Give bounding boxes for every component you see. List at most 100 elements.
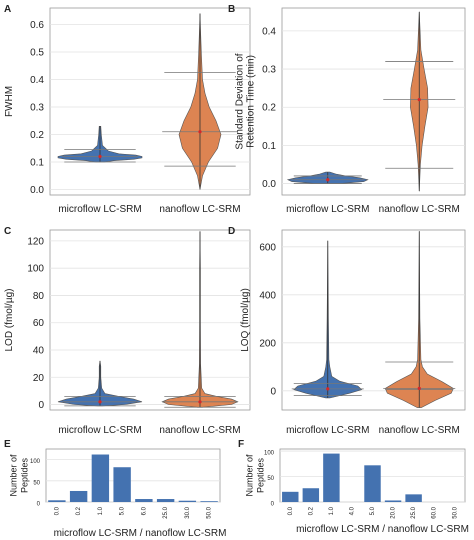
panel-d-y-tick-label: 200 <box>259 338 276 349</box>
panel-a-letter: A <box>4 4 11 15</box>
panel-c-y-tick-label: 0 <box>38 400 44 411</box>
panel-c-y-tick-label: 120 <box>27 236 44 247</box>
panel-d-median-point <box>326 387 330 391</box>
panel-e-x-tick-label: 25.0 <box>163 506 169 518</box>
panel-c-y-tick-label: 60 <box>33 318 45 329</box>
panel-e-bar <box>156 499 175 502</box>
panel-a: A 0.0 0.1 0.2 0.3 0.4 0.5 0.6 FWHM microflow LC-S… <box>4 4 251 215</box>
panel-c-letter: C <box>4 226 11 237</box>
panel-f-bar <box>384 500 402 502</box>
panel-c-x-tick-label: microflow LC-SRM <box>58 425 141 436</box>
panel-b: B 0.0 0.1 0.2 0.3 0.4 Standard Deviation ofRet… <box>228 4 466 215</box>
panel-a-y-tick-label: 0.1 <box>30 158 44 169</box>
panel-f-x-tick-label: 0.0 <box>288 506 294 515</box>
panel-c-y-tick-label: 100 <box>27 264 44 275</box>
panel-e-bar <box>48 500 66 502</box>
panel-a-median-point <box>198 130 202 134</box>
panel-d-x-tick-label: nanoflow LC-SRM <box>379 425 460 436</box>
panel-c-plot-area <box>49 229 251 411</box>
panel-c-y-axis-label: LOD (fmol/µg) <box>4 289 15 352</box>
panel-c: C 0 20 40 60 80 100 120 LOD (fmol/µg) microflow L… <box>4 226 251 436</box>
panel-f-x-tick-label: 5.0 <box>370 506 376 515</box>
panel-e-x-tick-label: 30.0 <box>185 506 191 518</box>
panel-b-y-tick-label: 0.3 <box>262 65 276 76</box>
panel-e-y-tick-label: 0 <box>37 502 41 508</box>
panel-b-x-tick-label: microflow LC-SRM <box>286 204 369 215</box>
panel-f-x-tick-label: 25.0 <box>411 506 417 518</box>
panel-b-plot-area <box>281 7 466 196</box>
panel-b-median-point <box>417 97 421 102</box>
panel-b-letter: B <box>228 4 235 15</box>
panel-e-x-tick-label: 6.0 <box>141 506 147 515</box>
panel-a-x-tick-label: microflow LC-SRM <box>58 204 141 215</box>
panel-b-y-tick-label: 0.2 <box>262 103 276 114</box>
panel-e-letter: E <box>4 439 11 450</box>
panel-a-median-point <box>98 154 102 159</box>
panel-a-y-tick-label: 0.3 <box>30 103 44 114</box>
panel-d-y-tick-label: 0 <box>270 386 276 397</box>
panel-e-x-tick-label: 5.0 <box>120 506 126 515</box>
panel-f-x-tick-label: 4.0 <box>350 506 356 515</box>
panel-e-x-tick-label: 0.2 <box>76 506 82 515</box>
panel-c-x-tick-label: nanoflow LC-SRM <box>159 425 240 436</box>
panel-d-letter: D <box>228 226 235 237</box>
panel-f-y-axis-label: Number ofPeptides <box>245 454 266 497</box>
panel-d: D 0 200 400 600 LOQ (fmol/µg) microflow LC-SRM… <box>228 226 466 436</box>
panel-d-x-tick-label: microflow LC-SRM <box>286 425 369 436</box>
panel-f-bar <box>282 491 299 502</box>
panel-e-x-tick-label: 1.0 <box>98 506 104 515</box>
panel-a-x-tick-label: nanoflow LC-SRM <box>159 204 240 215</box>
panel-e-x-tick-label: 0.0 <box>54 506 60 515</box>
panel-e-bar <box>178 500 197 502</box>
panel-c-median-point <box>98 400 102 404</box>
panel-a-y-axis-label: FWHM <box>4 86 15 117</box>
panel-a-y-tick-label: 0.0 <box>30 185 44 196</box>
panel-f-bar <box>302 488 320 502</box>
panel-a-plot-area <box>49 7 251 196</box>
panel-e-y-tick-label: 50 <box>33 480 40 486</box>
panel-d-median-point <box>417 386 421 390</box>
panel-e-x-axis-label: microflow LC-SRM / nanoflow LC-SRM <box>54 528 227 539</box>
panel-c-y-tick-label: 40 <box>33 346 45 357</box>
panel-f-bar <box>405 494 422 502</box>
panel-f-bar <box>323 453 340 502</box>
panels: A 0.0 0.1 0.2 0.3 0.4 0.5 0.6 FWHM microflow LC-S… <box>4 4 469 535</box>
panel-b-x-tick-label: nanoflow LC-SRM <box>379 204 460 215</box>
panel-e-x-tick-label: 50.0 <box>207 506 213 518</box>
panel-f-y-tick-label: 100 <box>264 451 275 457</box>
panel-f-x-axis-label: microflow LC-SRM / nanoflow LC-SRM <box>296 524 469 535</box>
panel-d-y-tick-label: 400 <box>259 290 276 301</box>
panel-f-bar <box>364 465 381 502</box>
panel-f-x-tick-label: 50.0 <box>452 506 458 518</box>
panel-f-letter: F <box>238 439 244 450</box>
panel-f-x-tick-label: 0.2 <box>308 506 314 515</box>
panel-f-x-tick-label: 1.0 <box>329 506 335 515</box>
panel-e-bar <box>200 501 218 502</box>
panel-f-x-tick-label: 60.0 <box>432 506 438 518</box>
panel-b-y-axis-label: Standard Deviation ofRetention Time (min… <box>235 53 257 149</box>
panel-d-y-tick-label: 600 <box>259 242 276 253</box>
panel-f-y-tick-label: 50 <box>267 476 274 482</box>
panel-b-y-tick-label: 0.4 <box>262 26 276 37</box>
panel-e-y-tick-label: 100 <box>30 459 41 465</box>
panel-a-y-tick-label: 0.5 <box>30 48 44 59</box>
panel-e-bar <box>69 490 88 502</box>
panel-e-bar <box>113 467 131 502</box>
panel-e-bar <box>91 454 110 502</box>
panel-e-bar <box>135 499 153 502</box>
panel-f-x-tick-label: 20.0 <box>391 506 397 518</box>
panel-b-y-tick-label: 0.0 <box>262 179 276 190</box>
panel-c-y-tick-label: 20 <box>33 373 45 384</box>
panel-e-y-axis-label: Number ofPeptides <box>9 454 30 497</box>
panel-a-y-tick-label: 0.6 <box>30 20 44 31</box>
panel-d-y-axis-label: LOQ (fmol/µg) <box>240 288 251 352</box>
panel-a-y-tick-label: 0.2 <box>30 130 44 141</box>
panel-a-y-tick-label: 0.4 <box>30 75 44 86</box>
panel-c-median-point <box>198 400 202 404</box>
panel-c-y-tick-label: 80 <box>33 291 45 302</box>
panel-f-y-tick-label: 0 <box>271 502 275 508</box>
panel-b-y-tick-label: 0.1 <box>262 141 276 152</box>
